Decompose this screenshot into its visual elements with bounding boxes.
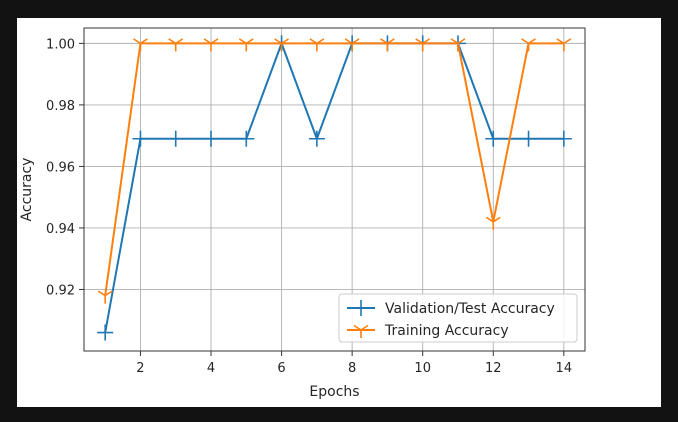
legend-marker bbox=[353, 324, 369, 338]
data-point bbox=[203, 130, 220, 147]
y-tick-label: 0.92 bbox=[46, 283, 75, 298]
accuracy-line-chart: 2 4 6 8 10 12 14 0.92 0.94 0.96 0.98 1.00 Epochs A… bbox=[19, 27, 586, 400]
series-layer bbox=[97, 35, 572, 341]
data-point bbox=[309, 38, 325, 52]
data-point bbox=[485, 130, 502, 147]
data-point bbox=[485, 216, 501, 230]
legend-entry: Validation/Test Accuracy bbox=[347, 300, 555, 317]
x-axis-label: Epochs bbox=[309, 384, 359, 400]
x-tick-label: 10 bbox=[414, 361, 431, 376]
legend-box bbox=[338, 293, 578, 343]
data-point bbox=[133, 38, 148, 52]
y-tick-label: 1.00 bbox=[46, 37, 75, 52]
data-point bbox=[555, 130, 572, 147]
data-point bbox=[168, 38, 184, 52]
y-tick-label: 0.98 bbox=[46, 99, 75, 114]
x-tick-label: 12 bbox=[485, 361, 502, 376]
data-point bbox=[521, 38, 536, 52]
x-tick-label: 8 bbox=[348, 361, 356, 376]
legend-label: Validation/Test Accuracy bbox=[385, 301, 555, 317]
data-point bbox=[274, 38, 290, 52]
legend-marker bbox=[353, 300, 369, 316]
legend-entries: Validation/Test Accuracy Training Accurac… bbox=[347, 300, 555, 339]
data-point bbox=[203, 38, 219, 52]
figure-canvas: 2 4 6 8 10 12 14 0.92 0.94 0.96 0.98 1.00 Epochs A… bbox=[17, 18, 661, 407]
series-1 bbox=[97, 38, 572, 304]
data-point bbox=[132, 130, 149, 147]
data-point bbox=[379, 38, 395, 52]
series-line bbox=[104, 42, 564, 296]
data-point bbox=[344, 38, 360, 52]
legend-entry: Training Accuracy bbox=[347, 323, 509, 339]
y-axis-label: Accuracy bbox=[19, 158, 35, 222]
data-point bbox=[556, 38, 572, 52]
x-tick-label: 14 bbox=[556, 361, 573, 376]
data-point bbox=[97, 324, 114, 341]
x-tick-labels: 2 4 6 8 10 12 14 bbox=[136, 361, 572, 376]
data-point bbox=[238, 130, 255, 147]
data-point bbox=[308, 130, 325, 147]
y-tick-label: 0.94 bbox=[46, 222, 75, 237]
data-point bbox=[167, 130, 184, 147]
data-point bbox=[520, 130, 537, 147]
x-tick-label: 4 bbox=[207, 361, 215, 376]
legend-label: Training Accuracy bbox=[384, 323, 509, 339]
x-tick-label: 6 bbox=[277, 361, 285, 376]
data-point bbox=[415, 38, 431, 52]
data-point bbox=[450, 38, 466, 52]
plot-border bbox=[83, 27, 586, 352]
data-point bbox=[238, 38, 254, 52]
tick-marks bbox=[79, 42, 565, 356]
legend: Validation/Test Accuracy Training Accurac… bbox=[338, 293, 578, 343]
data-point bbox=[97, 290, 113, 304]
x-tick-label: 2 bbox=[136, 361, 144, 376]
y-tick-label: 0.96 bbox=[46, 160, 75, 175]
y-tick-labels: 0.92 0.94 0.96 0.98 1.00 bbox=[46, 37, 75, 298]
